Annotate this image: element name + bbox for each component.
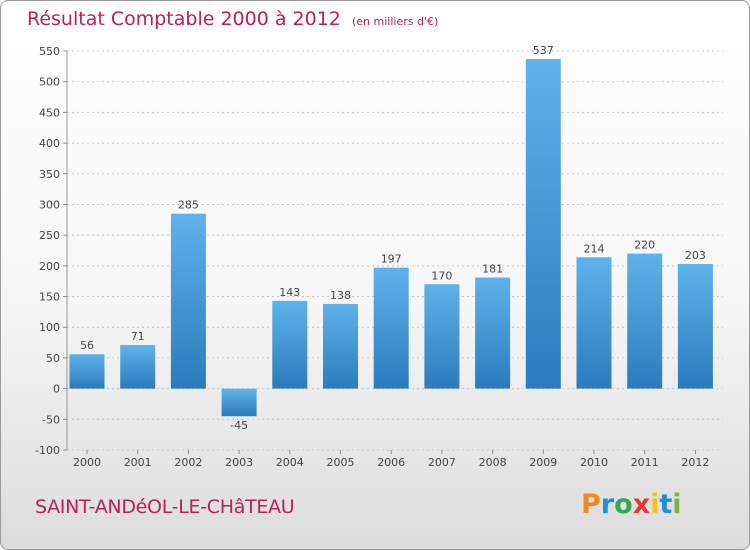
bar <box>69 354 105 389</box>
bar <box>323 303 358 389</box>
bar <box>170 213 206 389</box>
x-tick-label: 2000 <box>73 456 101 469</box>
bar <box>221 388 257 417</box>
y-tick-label: -100 <box>35 444 60 457</box>
x-tick-label: 2006 <box>377 456 405 469</box>
bar <box>627 253 663 389</box>
y-tick-label: 550 <box>39 45 60 58</box>
bar <box>525 58 561 389</box>
data-label: 170 <box>431 269 452 282</box>
data-label: 537 <box>533 44 554 57</box>
data-label: -45 <box>230 419 248 432</box>
bar <box>475 277 511 389</box>
data-label: 71 <box>131 330 145 343</box>
bar <box>272 300 308 389</box>
y-tick-label: 100 <box>39 321 60 334</box>
y-tick-label: 400 <box>39 137 60 150</box>
town-name: SAINT-ANDéOL-LE-CHâTEAU <box>35 496 295 518</box>
data-label: 203 <box>685 249 706 262</box>
x-tick-label: 2009 <box>529 456 557 469</box>
data-label: 197 <box>381 253 402 266</box>
data-label: 220 <box>634 239 655 252</box>
y-tick-label: 300 <box>39 198 60 211</box>
logo-letter: i <box>650 489 660 520</box>
chart-title: Résultat Comptable 2000 à 2012 <box>27 8 341 30</box>
x-tick-label: 2012 <box>681 456 709 469</box>
chart-title-block: Résultat Comptable 2000 à 2012 (en milli… <box>27 8 438 30</box>
y-tick-label: 0 <box>53 383 60 396</box>
y-tick-label: 450 <box>39 106 60 119</box>
y-tick-label: 500 <box>39 76 60 89</box>
logo-letter: i <box>672 489 682 520</box>
logo-letter: P <box>581 489 601 520</box>
logo-letter: x <box>632 489 651 520</box>
bar <box>576 257 612 389</box>
x-tick-label: 2004 <box>276 456 304 469</box>
data-label: 143 <box>279 286 300 299</box>
data-label: 181 <box>482 263 503 276</box>
logo-letter: r <box>600 489 615 520</box>
x-tick-label: 2007 <box>428 456 456 469</box>
x-tick-label: 2005 <box>327 456 355 469</box>
bar <box>424 284 460 389</box>
x-tick-label: 2008 <box>479 456 507 469</box>
data-label: 138 <box>330 289 351 302</box>
y-tick-label: -50 <box>42 413 60 426</box>
chart-unit: (en milliers d'€) <box>351 15 439 28</box>
x-tick-label: 2011 <box>631 456 659 469</box>
logo-letter: t <box>659 489 673 520</box>
proxiti-logo: Proxiti <box>581 489 682 520</box>
bar <box>677 264 713 389</box>
x-tick-label: 2003 <box>225 456 253 469</box>
logo-letter: o <box>614 489 633 520</box>
x-tick-label: 2002 <box>174 456 202 469</box>
data-label: 56 <box>80 339 94 352</box>
data-label: 214 <box>584 242 605 255</box>
data-label: 285 <box>178 199 199 212</box>
bar <box>120 345 156 389</box>
y-tick-label: 350 <box>39 168 60 181</box>
y-tick-label: 150 <box>39 291 60 304</box>
bar <box>373 267 409 389</box>
x-tick-label: 2010 <box>580 456 608 469</box>
y-tick-label: 250 <box>39 229 60 242</box>
x-tick-label: 2001 <box>124 456 152 469</box>
y-tick-label: 50 <box>46 352 60 365</box>
y-tick-label: 200 <box>39 260 60 273</box>
